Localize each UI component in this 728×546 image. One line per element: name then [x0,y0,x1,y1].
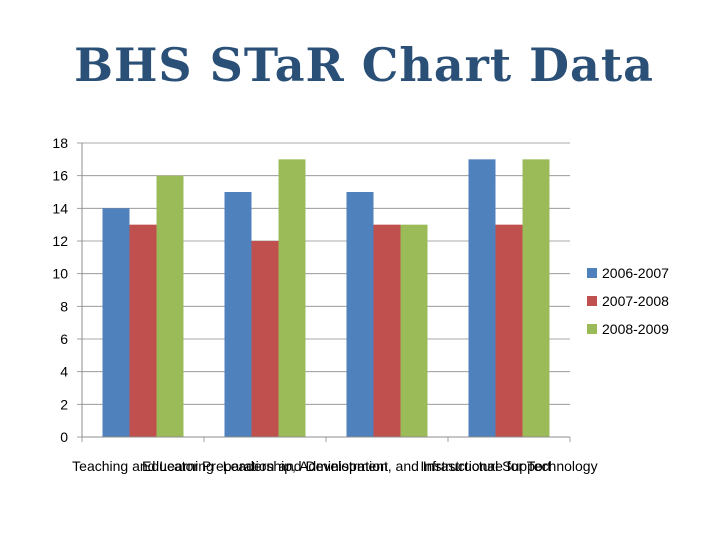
y-tick-label: 4 [60,364,68,380]
legend-swatch [587,324,597,334]
axes [77,142,571,442]
bar-2006-2007-1 [102,208,130,437]
bar-2007-2008-3 [373,224,401,437]
bar-2008-2009-1 [156,175,184,437]
bar-2008-2009-4 [522,159,550,438]
x-category-label: Infrastructure for Technology [420,458,597,474]
y-tick-label: 16 [52,168,68,184]
legend: 2006-2007 2007-2008 2008-2009 [587,265,669,337]
y-tick-label: 0 [60,429,68,445]
bar-2006-2007-2 [224,192,252,437]
y-tick-label: 8 [60,298,68,314]
legend-label: 2007-2008 [602,293,669,309]
bar-2008-2009-3 [400,224,428,437]
x-category-label: Teaching and Learning [72,458,214,474]
x-category-label: Leadership, Administration, and Instruct… [223,458,552,474]
y-tick-label: 18 [52,135,68,151]
bar-2007-2008-4 [495,224,523,437]
y-tick-label: 2 [60,396,68,412]
y-tick-labels: 0 2 4 6 8 10 12 14 16 18 [52,135,68,445]
bar-2008-2009-2 [278,159,306,438]
x-category-label: Educator Preparation and Development [142,458,388,474]
legend-label: 2008-2009 [602,321,669,337]
bar-2007-2008-2 [251,241,279,437]
slide-title: BHS STaR Chart Data [74,38,654,92]
legend-swatch [587,296,597,306]
bar-2007-2008-1 [129,224,157,437]
y-tick-label: 6 [60,331,68,347]
bar-2006-2007-3 [346,192,374,437]
bar-2006-2007-4 [468,159,496,438]
y-tick-label: 12 [52,233,68,249]
y-tick-label: 14 [52,200,68,216]
y-tick-label: 10 [52,266,68,282]
legend-label: 2006-2007 [602,265,669,281]
legend-swatch [587,268,597,278]
bars [102,159,550,438]
